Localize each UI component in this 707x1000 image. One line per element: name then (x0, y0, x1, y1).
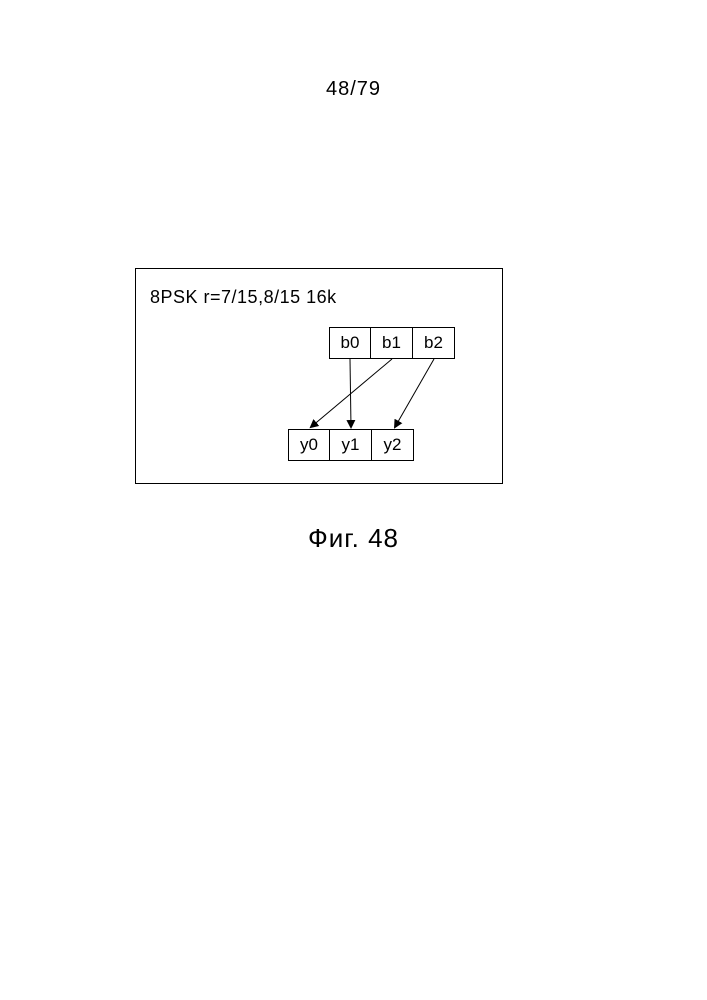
page: 48/79 8PSK r=7/15,8/15 16k b0 b1 b2 y0 y… (0, 0, 707, 1000)
diagram-frame: 8PSK r=7/15,8/15 16k b0 b1 b2 y0 y1 y2 (135, 268, 503, 484)
mapping-arrows (136, 269, 502, 483)
page-number: 48/79 (0, 78, 707, 101)
figure-caption: Фиг. 48 (0, 523, 707, 554)
